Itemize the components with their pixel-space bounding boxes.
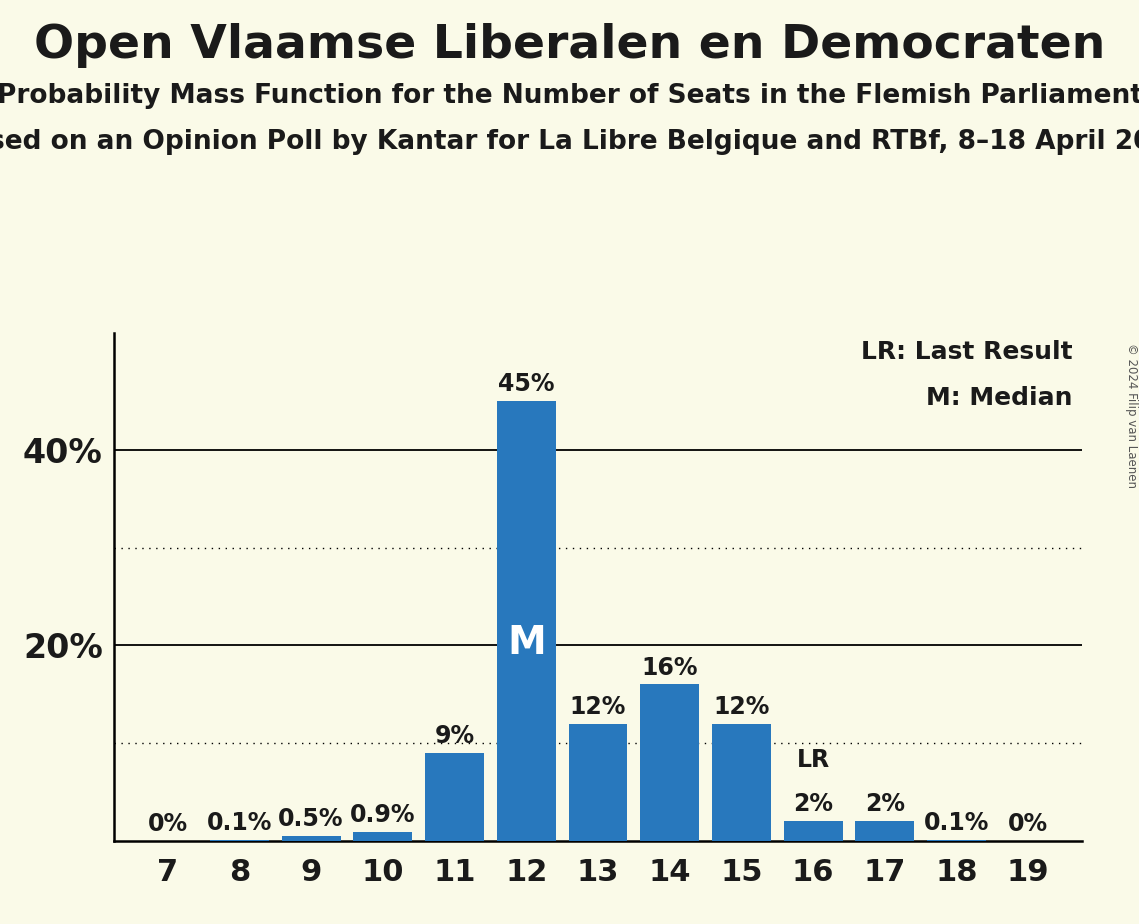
Text: Probability Mass Function for the Number of Seats in the Flemish Parliament: Probability Mass Function for the Number… bbox=[0, 83, 1139, 109]
Text: 2%: 2% bbox=[865, 793, 904, 817]
Bar bbox=[210, 840, 269, 841]
Bar bbox=[640, 685, 699, 841]
Text: 16%: 16% bbox=[641, 656, 698, 679]
Text: © 2024 Filip van Laenen: © 2024 Filip van Laenen bbox=[1124, 344, 1138, 488]
Text: Based on an Opinion Poll by Kantar for La Libre Belgique and RTBf, 8–18 April 20: Based on an Opinion Poll by Kantar for L… bbox=[0, 129, 1139, 155]
Bar bbox=[712, 723, 771, 841]
Bar bbox=[281, 836, 341, 841]
Text: 0.1%: 0.1% bbox=[206, 811, 272, 835]
Text: LR: Last Result: LR: Last Result bbox=[861, 340, 1073, 364]
Text: 9%: 9% bbox=[434, 724, 475, 748]
Bar bbox=[568, 723, 628, 841]
Bar bbox=[353, 832, 412, 841]
Text: 45%: 45% bbox=[498, 372, 555, 396]
Text: M: Median: M: Median bbox=[926, 386, 1073, 410]
Text: 0.1%: 0.1% bbox=[924, 811, 990, 835]
Text: 0%: 0% bbox=[148, 812, 188, 836]
Bar bbox=[855, 821, 915, 841]
Bar bbox=[425, 753, 484, 841]
Bar bbox=[497, 401, 556, 841]
Text: 0%: 0% bbox=[1008, 812, 1048, 836]
Text: 0.5%: 0.5% bbox=[278, 807, 344, 831]
Text: M: M bbox=[507, 624, 546, 662]
Bar bbox=[927, 840, 986, 841]
Text: LR: LR bbox=[796, 748, 829, 772]
Text: Open Vlaamse Liberalen en Democraten: Open Vlaamse Liberalen en Democraten bbox=[34, 23, 1105, 68]
Text: 12%: 12% bbox=[570, 695, 626, 719]
Text: 2%: 2% bbox=[793, 793, 833, 817]
Bar bbox=[784, 821, 843, 841]
Text: 0.9%: 0.9% bbox=[350, 803, 416, 827]
Text: 12%: 12% bbox=[713, 695, 770, 719]
